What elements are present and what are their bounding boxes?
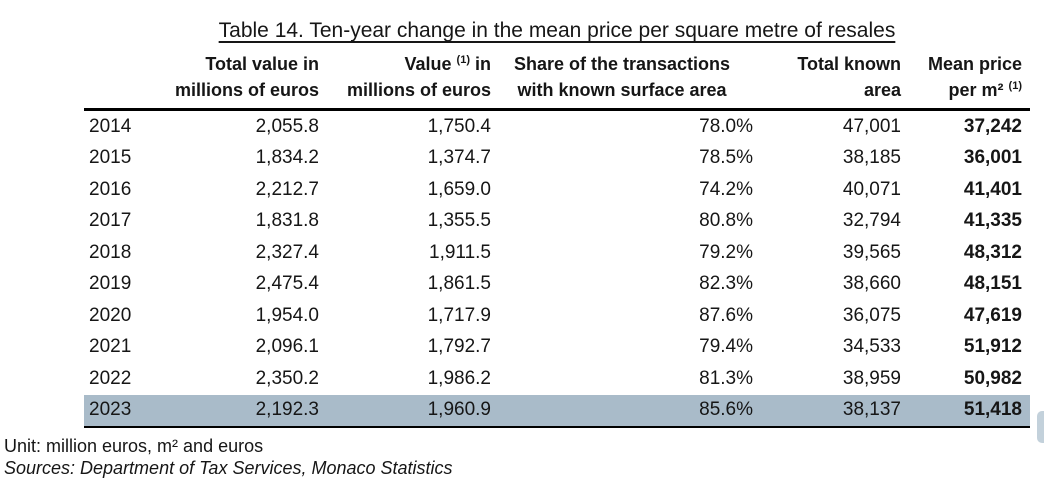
area-cell: 39,565: [842, 241, 901, 263]
area-cell: 38,959: [842, 367, 901, 389]
total-value-cell: 2,327.4: [255, 241, 319, 263]
table-body: 2014 2,055.8 1,750.4 78.0% 47,001 37,242…: [84, 110, 1030, 428]
year-cell: 2022: [89, 367, 132, 389]
value-cell: 1,750.4: [427, 115, 491, 137]
value-cell: 1,861.5: [427, 273, 491, 295]
year-cell: 2023: [84, 394, 164, 428]
total-value-cell: 2,350.2: [255, 367, 319, 389]
column-header-value: Value (1) in millions of euros: [319, 51, 491, 111]
total-value-cell: 1,954.0: [255, 304, 319, 326]
value-cell: 1,659.0: [427, 178, 491, 200]
area-cell: 38,660: [842, 273, 901, 295]
column-header-share: Share of the transactions with known sur…: [491, 51, 753, 111]
mean-price-cell: 47,619: [963, 304, 1022, 326]
mean-price-cell: 50,982: [963, 367, 1022, 389]
year-cell: 2016: [89, 178, 132, 200]
mean-price-cell: 36,001: [963, 147, 1022, 169]
header-line: Value: [404, 54, 457, 74]
sources-note: Sources: Department of Tax Services, Mon…: [4, 457, 453, 478]
table-row-2018: 2018 2,327.4 1,911.5 79.2% 39,565 48,312: [84, 237, 1030, 269]
header-line: Total known: [797, 54, 901, 74]
value-cell: 1,355.5: [427, 210, 491, 232]
value-cell: 1,986.2: [427, 367, 491, 389]
year-cell: 2018: [89, 241, 132, 263]
column-header-total-known-area: Total known area: [753, 51, 901, 111]
share-cell: 79.4%: [699, 336, 753, 358]
header-row: Total value in millions of euros Value (…: [84, 51, 1030, 111]
area-cell: 47,001: [842, 115, 901, 137]
table-row-2020: 2020 1,954.0 1,717.9 87.6% 36,075 47,619: [84, 300, 1030, 332]
total-value-cell: 2,192.3: [164, 394, 319, 428]
header-line: per m²: [948, 80, 1009, 100]
mean-price-cell: 48,312: [963, 241, 1022, 263]
total-value-cell: 2,212.7: [255, 178, 319, 200]
value-cell: 1,792.7: [427, 336, 491, 358]
value-cell: 1,960.9: [319, 394, 491, 428]
mean-price-cell: 51,418: [901, 394, 1030, 428]
header-line: area: [863, 80, 901, 100]
header-line: in: [470, 54, 491, 74]
page-edge-highlight-artifact: [1037, 411, 1044, 443]
year-cell: 2019: [89, 273, 132, 295]
column-header-mean-price: Mean price per m² (1): [901, 51, 1030, 111]
year-cell: 2020: [89, 304, 132, 326]
table-row-2023-highlighted: 2023 2,192.3 1,960.9 85.6% 38,137 51,418: [84, 394, 1030, 428]
total-value-cell: 2,055.8: [255, 115, 319, 137]
share-cell: 79.2%: [699, 241, 753, 263]
column-header-year: [84, 51, 164, 111]
year-cell: 2014: [89, 115, 132, 137]
area-cell: 38,185: [842, 147, 901, 169]
total-value-cell: 2,475.4: [255, 273, 319, 295]
table-row-2019: 2019 2,475.4 1,861.5 82.3% 38,660 48,151: [84, 269, 1030, 301]
table-footer: Unit: million euros, m² and euros Source…: [4, 436, 1044, 479]
table-row-2022: 2022 2,350.2 1,986.2 81.3% 38,959 50,982: [84, 363, 1030, 395]
value-cell: 1,717.9: [427, 304, 491, 326]
table-row-2021: 2021 2,096.1 1,792.7 79.4% 34,533 51,912: [84, 332, 1030, 364]
column-header-total-value: Total value in millions of euros: [164, 51, 319, 111]
share-cell: 78.5%: [699, 147, 753, 169]
mean-price-cell: 41,335: [963, 210, 1022, 232]
total-value-cell: 2,096.1: [255, 336, 319, 358]
footnote-marker: (1): [1008, 80, 1022, 92]
area-cell: 36,075: [842, 304, 901, 326]
share-cell: 85.6%: [491, 394, 753, 428]
footnote-marker: (1): [456, 54, 470, 66]
year-cell: 2017: [89, 210, 132, 232]
table-header: Total value in millions of euros Value (…: [84, 51, 1030, 111]
table-row-2017: 2017 1,831.8 1,355.5 80.8% 32,794 41,335: [84, 206, 1030, 238]
resales-table: Total value in millions of euros Value (…: [84, 51, 1030, 428]
share-cell: 74.2%: [699, 178, 753, 200]
share-cell: 87.6%: [699, 304, 753, 326]
mean-price-cell: 51,912: [963, 336, 1022, 358]
total-value-cell: 1,834.2: [255, 147, 319, 169]
mean-price-cell: 37,242: [963, 115, 1022, 137]
header-line: millions of euros: [346, 80, 491, 100]
value-cell: 1,911.5: [429, 241, 491, 263]
year-cell: 2021: [89, 336, 132, 358]
year-cell: 2015: [89, 147, 132, 169]
table-title: Table 14. Ten-year change in the mean pr…: [218, 19, 896, 42]
header-line: Total value in: [205, 54, 319, 74]
share-cell: 82.3%: [699, 273, 753, 295]
share-cell: 81.3%: [699, 367, 753, 389]
table-title-wrap: Table 14. Ten-year change in the mean pr…: [84, 17, 1030, 44]
unit-note: Unit: million euros, m² and euros: [4, 436, 264, 456]
area-cell: 40,071: [842, 178, 901, 200]
table-row-2016: 2016 2,212.7 1,659.0 74.2% 40,071 41,401: [84, 174, 1030, 206]
table-row-2015: 2015 1,834.2 1,374.7 78.5% 38,185 36,001: [84, 143, 1030, 175]
share-cell: 78.0%: [699, 115, 753, 137]
table-row-2014: 2014 2,055.8 1,750.4 78.0% 47,001 37,242: [84, 110, 1030, 143]
header-line: millions of euros: [174, 80, 319, 100]
total-value-cell: 1,831.8: [255, 210, 319, 232]
area-cell: 38,137: [753, 394, 901, 428]
mean-price-cell: 48,151: [963, 273, 1022, 295]
mean-price-cell: 41,401: [963, 178, 1022, 200]
header-line: with known surface area: [517, 80, 727, 100]
header-line: Mean price: [927, 54, 1022, 74]
area-cell: 34,533: [842, 336, 901, 358]
value-cell: 1,374.7: [427, 147, 491, 169]
share-cell: 80.8%: [699, 210, 753, 232]
header-line: Share of the transactions: [513, 54, 731, 74]
area-cell: 32,794: [842, 210, 901, 232]
